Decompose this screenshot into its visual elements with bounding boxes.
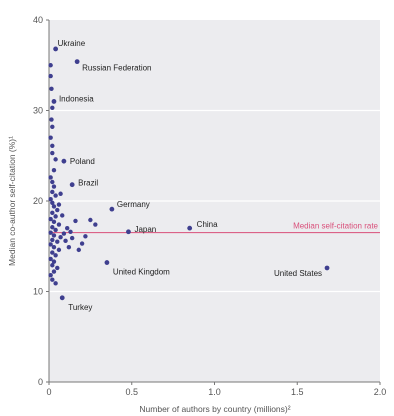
data-point — [51, 269, 57, 274]
data-point — [69, 235, 75, 241]
data-point — [50, 189, 55, 195]
data-point-labeled — [104, 260, 110, 265]
data-point — [55, 239, 60, 244]
data-point — [48, 135, 53, 140]
point-label: United Kingdom — [113, 268, 170, 277]
x-tick-label: 1.0 — [208, 387, 221, 397]
y-axis-title: Median co-author self-citation (%)¹ — [7, 136, 17, 266]
x-tick-label: 0.5 — [125, 387, 138, 397]
data-point — [58, 191, 63, 196]
data-point-labeled — [74, 59, 80, 65]
point-label: Indonesia — [59, 94, 94, 103]
data-point — [56, 222, 62, 227]
data-point — [48, 73, 53, 79]
data-point — [50, 143, 55, 148]
data-point — [63, 238, 68, 244]
data-point — [50, 225, 55, 230]
data-point — [55, 207, 60, 213]
data-point-labeled — [59, 295, 65, 301]
data-point — [60, 213, 65, 218]
data-point — [53, 214, 58, 219]
data-point — [51, 204, 57, 209]
point-label: Ukraine — [58, 39, 86, 48]
data-point — [50, 263, 55, 268]
data-point — [68, 229, 73, 234]
data-point — [73, 218, 78, 224]
data-point — [49, 86, 54, 91]
data-point-labeled — [187, 225, 193, 231]
data-point — [48, 273, 53, 278]
data-point — [50, 105, 55, 110]
data-point — [50, 200, 55, 206]
data-point — [53, 227, 58, 233]
data-point — [50, 210, 55, 215]
point-label: Germany — [117, 200, 150, 209]
point-label: Poland — [70, 157, 95, 166]
data-point — [50, 237, 55, 243]
data-point — [48, 256, 53, 262]
data-point — [53, 281, 58, 286]
data-point — [48, 216, 53, 222]
data-point — [61, 231, 67, 236]
y-tick-label: 30 — [33, 106, 43, 116]
data-point — [56, 247, 62, 253]
data-point — [51, 259, 57, 264]
data-point — [48, 63, 53, 68]
x-tick-label: 1.5 — [291, 387, 304, 397]
x-tick-label: 2.0 — [374, 387, 387, 397]
data-point — [50, 250, 55, 255]
data-point — [51, 219, 57, 225]
data-point — [88, 217, 93, 223]
data-point — [51, 233, 57, 238]
data-point-labeled — [109, 206, 115, 212]
data-point — [48, 175, 53, 180]
data-point — [58, 235, 63, 240]
data-point — [50, 179, 55, 185]
data-point — [51, 184, 57, 189]
data-point — [50, 277, 55, 282]
point-label: Japan — [134, 225, 156, 234]
data-point — [66, 244, 72, 250]
data-point-labeled — [324, 265, 330, 271]
y-tick-label: 0 — [38, 377, 43, 387]
data-point — [76, 247, 81, 253]
y-tick-label: 10 — [33, 287, 43, 297]
data-point — [48, 196, 53, 202]
data-point-labeled — [53, 46, 59, 52]
median-label: Median self-citation rate — [293, 222, 378, 231]
data-point — [65, 225, 70, 231]
data-point — [56, 202, 62, 207]
data-point-labeled — [61, 158, 67, 164]
point-label: United States — [274, 269, 322, 278]
data-point — [50, 150, 55, 156]
x-axis-title: Number of authors by country (millions)² — [139, 404, 290, 414]
data-point — [49, 117, 54, 122]
data-point — [48, 242, 53, 247]
data-point — [53, 157, 58, 162]
data-point — [93, 222, 98, 227]
data-point — [53, 253, 58, 258]
point-label: Russian Federation — [82, 64, 151, 73]
data-point-labeled — [51, 99, 57, 104]
data-point — [48, 230, 53, 235]
x-tick-label: 0 — [46, 387, 51, 397]
point-label: Brazil — [78, 179, 98, 188]
point-label: China — [197, 220, 218, 229]
data-point — [53, 193, 58, 198]
y-tick-label: 40 — [33, 15, 43, 25]
data-point — [51, 244, 57, 250]
data-point — [83, 234, 88, 239]
y-tick-label: 20 — [33, 196, 43, 206]
data-point-labeled — [126, 229, 131, 235]
data-point — [50, 124, 55, 129]
data-point — [51, 168, 57, 173]
data-point — [79, 241, 85, 246]
point-label: Turkey — [68, 303, 92, 312]
data-point-labeled — [69, 182, 75, 188]
data-point — [55, 265, 60, 271]
